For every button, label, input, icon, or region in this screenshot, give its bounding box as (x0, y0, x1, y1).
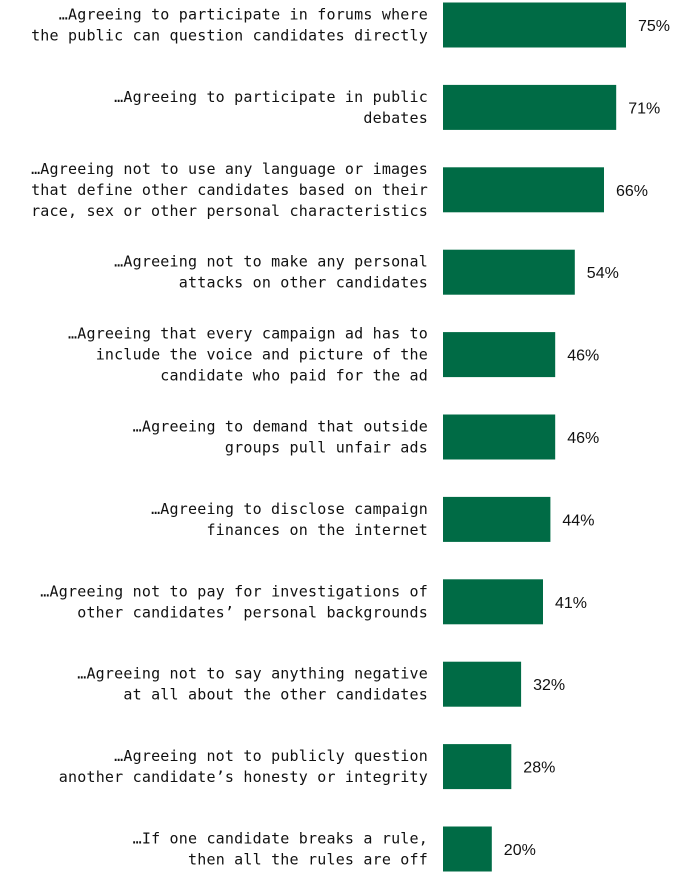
category-label: …Agreeing to disclose campaign finances o… (151, 500, 428, 539)
category-label: …Agreeing not to pay for investigations … (40, 582, 428, 621)
category-label: …Agreeing not to publicly question anothe… (59, 747, 428, 786)
category-label-line: …Agreeing to participate in forums where (59, 6, 428, 24)
bar-value-label: 66% (616, 183, 648, 200)
category-label-line: …Agreeing to demand that outside (133, 418, 428, 436)
category-label: …If one candidate breaks a rule, then all… (133, 830, 428, 869)
category-label: …Agreeing not to say anything negative at… (77, 665, 428, 704)
category-label-line: groups pull unfair ads (225, 439, 428, 457)
category-label-line: …Agreeing to participate in public (114, 88, 428, 106)
category-label: …Agreeing not to make any personal attack… (114, 253, 428, 292)
bar (443, 661, 522, 707)
category-label-line: another candidate’s honesty or integrity (59, 768, 428, 786)
bar (443, 84, 617, 130)
category-label-line: candidate who paid for the ad (160, 367, 428, 385)
bar-value-label: 44% (562, 512, 594, 529)
category-label: …Agreeing to participate in forums where… (31, 6, 428, 45)
bar-value-label: 41% (555, 595, 587, 612)
category-label-line: …Agreeing not to use any language or ima… (31, 160, 428, 178)
category-label-line: …Agreeing not to publicly question (114, 747, 428, 765)
category-label-line: debates (363, 109, 428, 127)
bar-value-label: 46% (567, 348, 599, 365)
category-label-line: …Agreeing not to make any personal (114, 253, 428, 271)
category-label-line: …Agreeing to disclose campaign (151, 500, 428, 518)
category-label-line: race, sex or other personal characterist… (31, 202, 428, 220)
bar (443, 744, 512, 790)
category-label-line: then all the rules are off (188, 851, 428, 869)
bar-value-label: 46% (567, 430, 599, 447)
bar-value-label: 32% (533, 677, 565, 694)
bar (443, 249, 575, 295)
category-label: …Agreeing that every campaign ad has to i… (68, 325, 428, 385)
category-label-line: …Agreeing that every campaign ad has to (68, 325, 428, 343)
category-label-line: that define other candidates based on th… (31, 181, 428, 199)
category-label-line: …Agreeing not to pay for investigations … (40, 582, 428, 600)
bar-value-label: 20% (504, 842, 536, 859)
bar-value-label: 75% (638, 18, 670, 35)
bar (443, 332, 556, 378)
bar (443, 496, 551, 542)
category-label-line: the public can question candidates direc… (31, 27, 428, 45)
category-label-line: include the voice and picture of the (96, 346, 428, 364)
category-label-line: at all about the other candidates (123, 686, 428, 704)
bar (443, 579, 543, 625)
category-label-line: …If one candidate breaks a rule, (133, 830, 428, 848)
bar-value-label: 28% (523, 760, 555, 777)
bar (443, 414, 556, 460)
category-label: …Agreeing to participate in public debate… (114, 88, 428, 127)
bar (443, 2, 626, 48)
category-label-line: …Agreeing not to say anything negative (77, 665, 428, 683)
category-label-line: finances on the internet (206, 521, 428, 539)
bar-value-label: 71% (628, 100, 660, 117)
bar (443, 826, 492, 872)
category-label: …Agreeing not to use any language or ima… (31, 160, 428, 220)
bar-value-label: 54% (587, 265, 619, 282)
category-label-line: other candidates’ personal backgrounds (77, 603, 428, 621)
bar (443, 167, 604, 213)
category-label-line: attacks on other candidates (179, 274, 428, 292)
category-label: …Agreeing to demand that outside groups p… (133, 418, 428, 457)
